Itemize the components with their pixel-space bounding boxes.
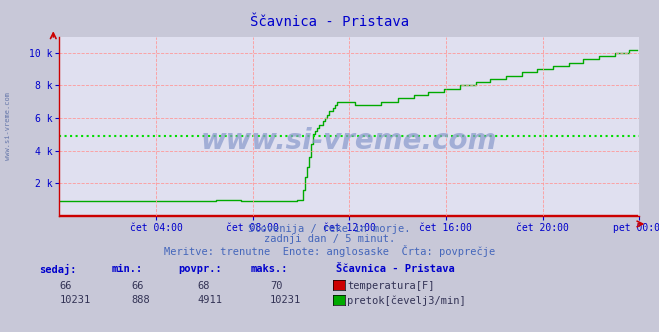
Text: www.si-vreme.com: www.si-vreme.com xyxy=(201,126,498,154)
Text: temperatura[F]: temperatura[F] xyxy=(347,281,435,290)
Text: 68: 68 xyxy=(198,281,210,290)
Text: min.:: min.: xyxy=(112,264,143,274)
Text: 10231: 10231 xyxy=(59,295,90,305)
Text: sedaj:: sedaj: xyxy=(40,264,77,275)
Text: zadnji dan / 5 minut.: zadnji dan / 5 minut. xyxy=(264,234,395,244)
Text: 66: 66 xyxy=(132,281,144,290)
Text: 70: 70 xyxy=(270,281,283,290)
Text: 4911: 4911 xyxy=(198,295,223,305)
Text: pretok[čevelj3/min]: pretok[čevelj3/min] xyxy=(347,295,466,306)
Text: Ščavnica - Pristava: Ščavnica - Pristava xyxy=(250,15,409,29)
Text: maks.:: maks.: xyxy=(250,264,288,274)
Text: Slovenija / reke in morje.: Slovenija / reke in morje. xyxy=(248,224,411,234)
Text: Meritve: trenutne  Enote: anglosaske  Črta: povprečje: Meritve: trenutne Enote: anglosaske Črta… xyxy=(164,245,495,257)
Text: 10231: 10231 xyxy=(270,295,301,305)
Text: povpr.:: povpr.: xyxy=(178,264,221,274)
Text: 66: 66 xyxy=(59,281,72,290)
Text: www.si-vreme.com: www.si-vreme.com xyxy=(5,92,11,160)
Text: Ščavnica - Pristava: Ščavnica - Pristava xyxy=(336,264,455,274)
Text: 888: 888 xyxy=(132,295,150,305)
